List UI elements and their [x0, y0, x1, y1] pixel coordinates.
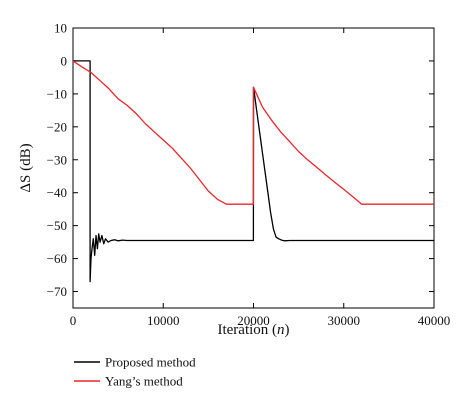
y-tick-label: −50: [47, 218, 67, 233]
x-axis-title: Iteration (n): [217, 322, 289, 338]
y-tick-label: 10: [54, 21, 67, 36]
y-tick-label: 0: [61, 53, 68, 68]
series-line-yang: [72, 60, 434, 205]
x-axis-title-var: n: [277, 322, 285, 338]
y-axis-title: ΔS (dB): [18, 143, 34, 192]
y-tick-label: −10: [47, 86, 67, 101]
legend: Proposed method Yang’s method: [74, 355, 196, 389]
x-tick-label: 10000: [147, 313, 180, 328]
x-axis-title-close: ): [285, 322, 290, 338]
series-layer: [72, 60, 434, 283]
x-tick-label: 0: [70, 313, 77, 328]
y-tick-label: −60: [47, 251, 67, 266]
x-tick-label: 40000: [418, 313, 451, 328]
y-tick-label: −20: [47, 119, 67, 134]
axes: 0 10000 20000 30000 40000 10 0 −10 −20 −30 −40 −50 −…: [47, 21, 451, 329]
x-tick-label: 30000: [328, 313, 361, 328]
y-tick-label: −30: [47, 152, 67, 167]
x-axis-title-text: Iteration (: [217, 322, 277, 338]
axis-labels: Iteration (n) ΔS (dB): [18, 143, 290, 338]
y-tick-label: −70: [47, 284, 67, 299]
series-line-proposed: [73, 60, 434, 283]
legend-label: Yang’s method: [105, 374, 183, 389]
legend-label: Proposed method: [105, 355, 196, 370]
y-tick-label: −40: [47, 185, 67, 200]
x-tick-label: 20000: [237, 313, 270, 328]
